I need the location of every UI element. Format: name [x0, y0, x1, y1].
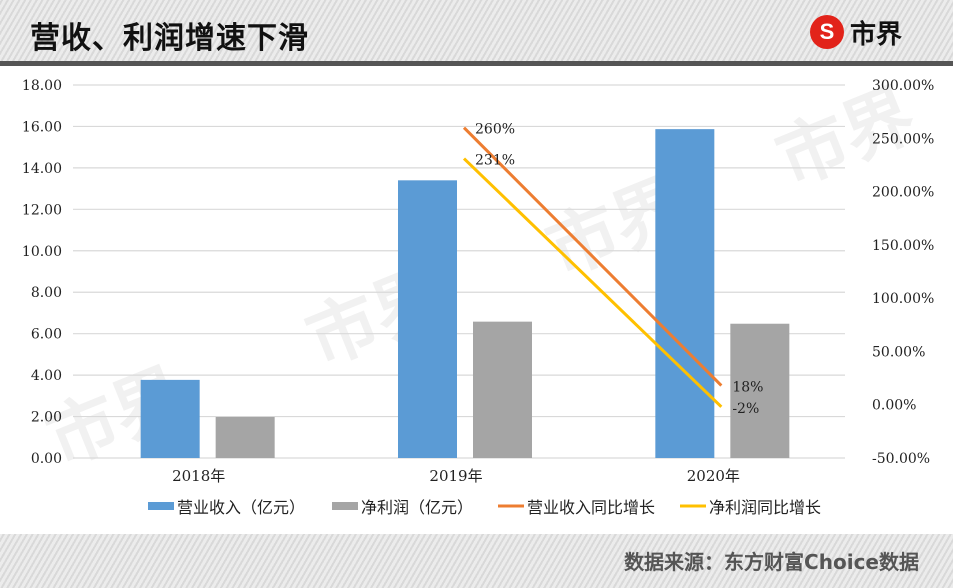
left-axis-tick: 12.00 — [22, 202, 62, 218]
header-divider — [0, 61, 953, 66]
right-axis-tick: 0.00% — [872, 398, 916, 414]
x-axis-label: 2019年 — [429, 467, 482, 485]
left-axis-tick: 4.00 — [31, 368, 62, 384]
legend-swatch — [148, 502, 174, 510]
bar-revenue — [655, 129, 715, 458]
right-axis-tick: -50.00% — [872, 451, 930, 467]
left-axis-tick: 14.00 — [22, 161, 62, 177]
bar-profit — [473, 321, 532, 458]
chart-title: 营收、利润增速下滑 — [30, 21, 309, 56]
bar-profit — [215, 416, 275, 458]
left-axis-tick: 16.00 — [22, 119, 62, 135]
x-axis-label: 2020年 — [687, 467, 740, 485]
right-axis-tick: 150.00% — [872, 238, 934, 254]
logo-text: 市界 — [850, 19, 903, 50]
right-axis-tick: 50.00% — [872, 344, 925, 360]
right-axis-tick: 200.00% — [872, 185, 934, 201]
left-axis-tick: 6.00 — [31, 327, 62, 343]
combo-chart: 市界市界市界市界0.002.004.006.008.0010.0012.0014… — [22, 73, 934, 517]
data-label: 231% — [475, 153, 515, 169]
data-label: 260% — [475, 122, 515, 138]
right-axis-tick: 250.00% — [872, 131, 934, 147]
bar-revenue — [398, 180, 457, 459]
logo-icon: S — [810, 15, 844, 49]
data-label: -2% — [732, 401, 759, 417]
legend-label: 净利润同比增长 — [709, 498, 821, 517]
chart-area: 市界 市界 市界 市界 0.00 2.00 4.00 6.00 8.00 10.00 12.00 14… — [0, 66, 953, 534]
legend-label: 净利润（亿元） — [361, 498, 473, 517]
data-source: 数据来源：东方财富Choice数据 — [624, 550, 919, 574]
left-axis-tick: 10.00 — [22, 244, 62, 260]
right-axis-tick: 100.00% — [872, 291, 934, 307]
left-axis-tick: 0.00 — [31, 451, 62, 467]
left-axis-tick: 2.00 — [31, 410, 62, 426]
brand-logo: S 市界 — [810, 14, 902, 50]
legend-label: 营业收入同比增长 — [527, 498, 655, 517]
header-banner: 营收、利润增速下滑 S 市界 — [0, 0, 953, 61]
bar-revenue — [140, 379, 200, 458]
left-axis-tick: 8.00 — [31, 285, 62, 301]
line-profit-growth — [462, 157, 723, 408]
right-axis-tick: 300.00% — [872, 78, 934, 94]
x-axis-label: 2018年 — [172, 467, 225, 485]
bar-profit — [730, 323, 790, 458]
footer-banner: 数据来源：东方财富Choice数据 — [0, 534, 953, 588]
left-axis-tick: 18.00 — [22, 78, 62, 94]
legend-label: 营业收入（亿元） — [177, 498, 305, 517]
line-revenue-growth — [462, 126, 723, 387]
data-label: 18% — [732, 380, 763, 396]
legend-swatch — [332, 502, 358, 510]
